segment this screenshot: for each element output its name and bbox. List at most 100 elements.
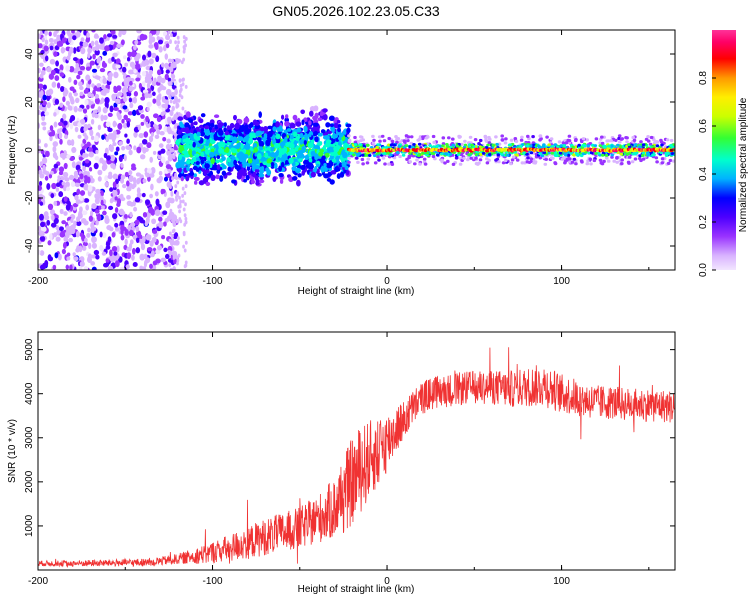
spectrogram-cell <box>513 137 518 141</box>
spectrogram-cell <box>146 107 150 112</box>
spectrogram-cell <box>79 173 84 180</box>
spectrogram-cell <box>139 33 146 41</box>
spectrogram-cell <box>212 164 218 168</box>
spectrogram-cell <box>288 157 294 164</box>
spectrogram-cell <box>122 55 127 60</box>
spectrogram-cell <box>538 156 543 160</box>
spectrogram-y-tick-label: 20 <box>24 96 35 108</box>
spectrogram-cell <box>170 33 173 38</box>
spectrogram-cell <box>397 144 402 148</box>
spectrogram-cell <box>377 158 381 162</box>
spectrogram-cell <box>165 69 170 74</box>
spectrogram-cell <box>184 240 188 245</box>
spectrogram-cell <box>169 149 173 153</box>
spectrogram-cell <box>41 115 46 121</box>
spectrogram-cell <box>124 133 128 138</box>
spectrogram-cell <box>93 162 99 170</box>
spectrogram-cell <box>152 98 157 104</box>
spectrogram-cell <box>152 91 156 97</box>
spectrogram-cell <box>173 124 177 129</box>
spectrogram-cell <box>94 49 100 56</box>
spectrogram-cell <box>184 43 188 48</box>
spectrogram-cell <box>90 40 95 47</box>
spectrogram-cell <box>38 43 43 49</box>
spectrogram-cell <box>217 122 223 129</box>
spectrogram-cell <box>138 238 143 244</box>
spectrogram-cell <box>69 46 74 54</box>
spectrogram-cell <box>116 43 122 48</box>
spectrogram-cell <box>243 136 249 143</box>
spectrogram-cell <box>124 62 129 67</box>
spectrogram-cell <box>387 136 392 141</box>
spectrogram-cell <box>555 154 559 158</box>
spectrogram-cell <box>242 164 247 168</box>
spectrogram-cell <box>253 142 258 148</box>
spectrogram-cell <box>148 173 155 178</box>
spectrogram-cell <box>216 169 221 174</box>
spectrogram-cell <box>69 156 75 161</box>
spectrogram-cell <box>233 114 237 121</box>
spectrogram-cell <box>422 157 427 161</box>
spectrogram-cell <box>155 249 161 255</box>
spectrogram-cell <box>549 137 554 141</box>
spectrogram-cell <box>124 82 130 87</box>
spectrogram-cell <box>167 197 173 204</box>
spectrogram-cell <box>137 105 144 111</box>
spectrogram-cell <box>183 39 187 44</box>
spectrogram-cell <box>78 210 82 217</box>
spectrogram-cell <box>53 217 59 224</box>
spectrogram-cell <box>52 264 57 270</box>
spectrogram-cell <box>53 112 57 117</box>
spectrogram-cell <box>111 56 115 62</box>
spectrogram-cell <box>53 121 58 128</box>
spectrogram-cell <box>421 151 425 155</box>
spectrogram-cell <box>389 143 394 147</box>
spectrogram-cell <box>347 139 352 143</box>
spectrogram-cell <box>553 162 558 166</box>
spectrogram-cell <box>69 95 74 103</box>
spectrogram-cell <box>196 131 201 137</box>
spectrogram-cell <box>50 193 55 199</box>
spectrogram-cell <box>347 156 351 160</box>
spectrogram-cell <box>46 219 51 226</box>
spectrogram-cell <box>102 210 107 216</box>
spectrogram-cell <box>223 122 227 127</box>
spectrogram-cell <box>594 137 599 141</box>
spectrogram-cell <box>56 182 61 188</box>
spectrogram-cell <box>183 213 187 218</box>
spectrogram-cell <box>318 141 323 146</box>
spectrogram-cell <box>88 215 94 222</box>
spectrogram-cell <box>500 134 505 138</box>
spectrogram-cell <box>169 109 174 117</box>
spectrogram-cell <box>366 143 370 147</box>
spectrogram-cell <box>111 96 116 102</box>
spectrogram-cell <box>313 105 319 112</box>
spectrogram-cell <box>183 47 186 51</box>
spectrogram-cell <box>58 171 64 176</box>
spectrogram-cell <box>339 171 345 178</box>
spectrogram-cell <box>90 118 95 125</box>
spectrogram-cell <box>177 253 181 258</box>
spectrogram-cell <box>63 134 69 140</box>
spectrogram-x-tick-label: 100 <box>553 276 570 287</box>
spectrogram-cell <box>115 146 120 152</box>
spectrogram-cell <box>80 126 85 134</box>
spectrogram-cell <box>408 160 413 164</box>
spectrogram-cell <box>234 122 240 130</box>
spectrogram-cell <box>640 154 645 157</box>
spectrogram-cell <box>227 162 233 168</box>
spectrogram-cell <box>319 148 324 153</box>
spectrogram-cell <box>344 165 349 171</box>
spectrogram-cell <box>213 144 219 149</box>
spectrogram-cell <box>102 50 108 56</box>
spectrogram-cell <box>82 152 86 159</box>
spectrogram-cell <box>151 218 157 225</box>
spectrogram-cell <box>336 173 341 180</box>
spectrogram-cell <box>102 88 108 94</box>
spectrogram-cell <box>310 150 316 157</box>
spectrogram-cell <box>200 151 205 157</box>
spectrogram-cell <box>70 115 76 122</box>
spectrogram-cell <box>278 172 284 178</box>
colorbar: 0.0 0.2 0.4 0.6 0.8 Normalized spectral ampl… <box>698 30 749 277</box>
spectrogram-cell <box>210 122 215 128</box>
